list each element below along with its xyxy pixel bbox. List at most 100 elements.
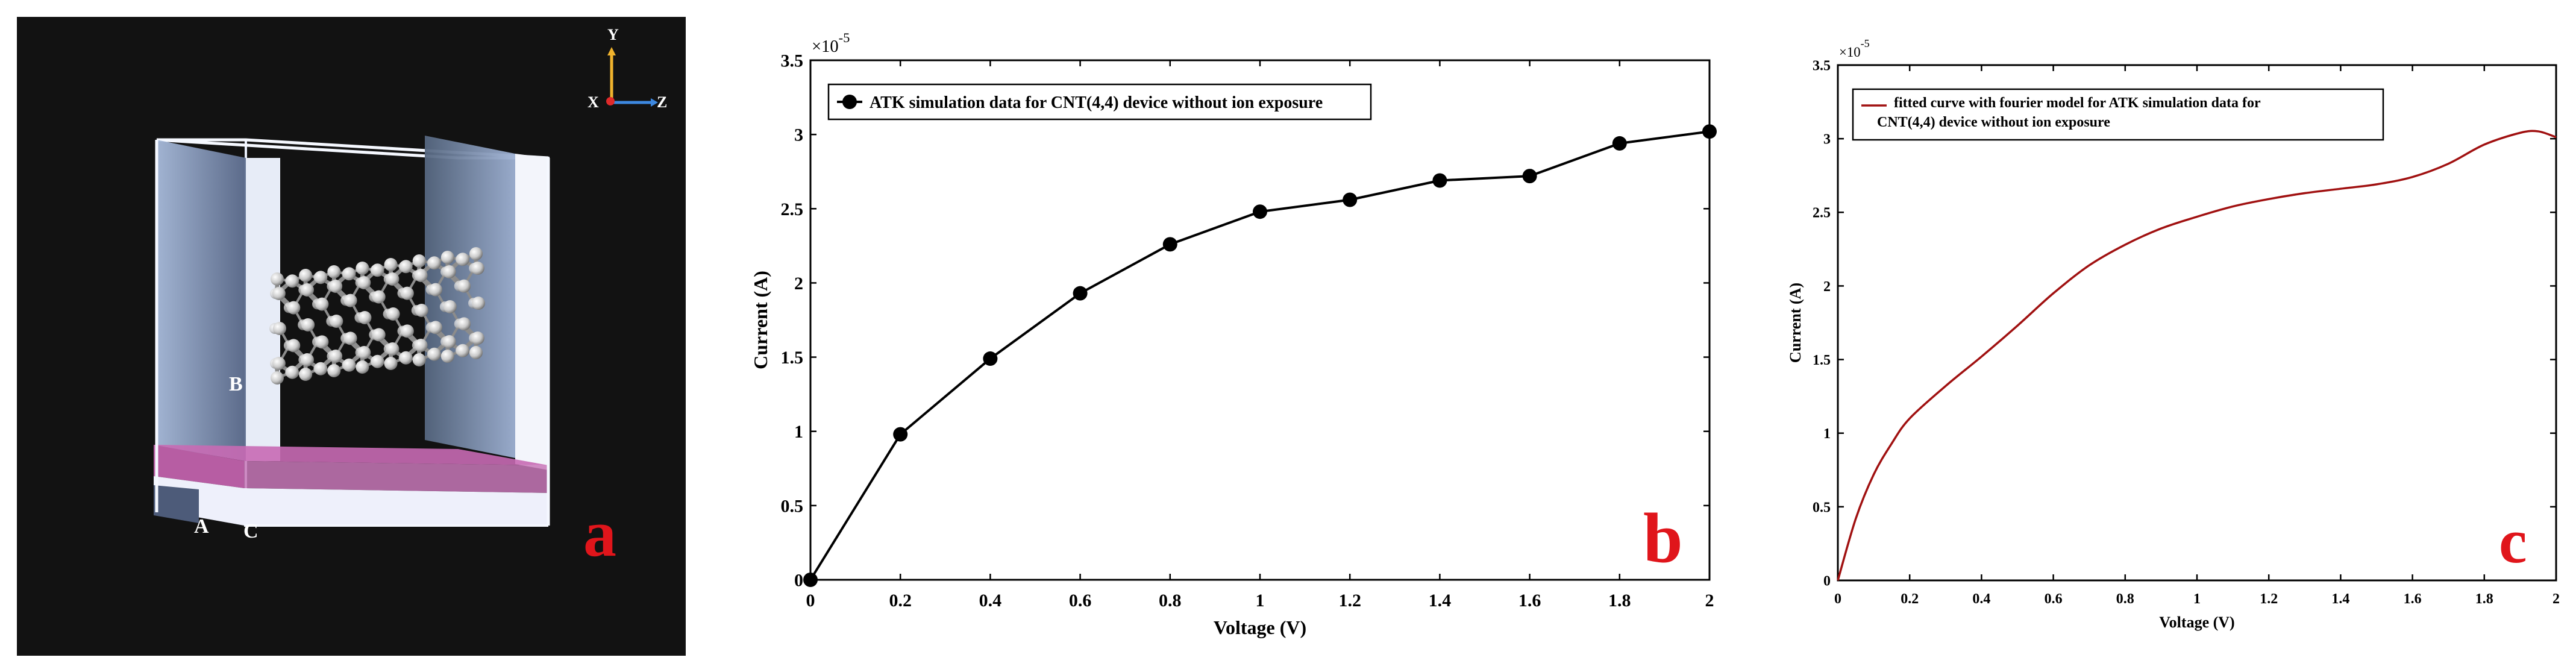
gate-left-block (154, 485, 199, 523)
y-tick-label: 2 (794, 274, 803, 294)
axis-label-z: Z (657, 93, 667, 111)
cnt-atom (414, 338, 428, 352)
data-point (1702, 124, 1717, 139)
x-tick-label: 2 (1705, 591, 1714, 611)
cnt-atom (299, 368, 313, 381)
x-tick-label: 1.6 (1518, 591, 1541, 611)
y-scale-exponent: -5 (839, 30, 850, 45)
y-tick-label: 3.5 (781, 51, 804, 71)
plot-area (809, 59, 1711, 581)
cnt-atom (299, 269, 313, 282)
x-axis-label: Voltage (V) (2159, 614, 2234, 631)
cnt-atom (287, 301, 301, 315)
cnt-atom (300, 283, 314, 297)
region-label-b: B (229, 373, 243, 395)
x-tick-label: 0 (806, 591, 815, 611)
region-label-a: A (194, 515, 209, 538)
x-tick-label: 2 (2552, 591, 2560, 607)
cnt-atom (329, 280, 343, 294)
cnt-atom (412, 353, 426, 366)
cnt-atom (371, 354, 384, 368)
cnt-atom (343, 294, 357, 307)
y-scale-exponent: -5 (1861, 37, 1870, 49)
simulation-box (154, 136, 550, 527)
cnt-atom (343, 331, 357, 345)
y-tick-label: 0 (1823, 573, 1831, 589)
cnt-atom (286, 365, 299, 379)
cnt-atom (357, 345, 371, 359)
panel-c-fitted-chart: 0 0.2 0.4 0.6 0.8 1 1.2 1.4 1.6 1.8 2 0 0.5 1 1.5 2 2.5 3… (1787, 37, 2560, 631)
y-tick-label: 2.5 (1813, 206, 1831, 221)
y-tick-label: 1.5 (1813, 353, 1831, 368)
legend-text-line: fitted curve with fourier model for ATK … (1894, 95, 2261, 111)
y-tick-label: 2.5 (781, 199, 804, 219)
x-tick-label: 0.4 (979, 591, 1002, 611)
data-point (1612, 136, 1627, 151)
data-point (1522, 169, 1537, 184)
cnt-atom (427, 256, 441, 270)
cnt-atom (372, 328, 386, 342)
panel-a-device-model: Y X Z B (17, 17, 686, 656)
region-label-c: C (243, 520, 259, 542)
cnt-atom (428, 321, 442, 334)
y-tick-label: 0.5 (781, 496, 804, 516)
cnt-atom (384, 357, 398, 370)
cnt-atom (372, 290, 386, 304)
cnt-atom (314, 362, 328, 375)
cnt-atom (271, 371, 284, 385)
cnt-atom (412, 254, 426, 268)
cnt-atom (428, 283, 442, 297)
cnt-atom (327, 364, 341, 377)
x-tick-label: 1.6 (2404, 591, 2422, 607)
cnt-atom (356, 262, 369, 275)
cnt-atom (315, 335, 329, 349)
data-point (803, 573, 818, 587)
cnt-atom (427, 347, 441, 361)
cnt-atom (414, 269, 428, 283)
y-tick-label: 1.5 (781, 348, 804, 368)
cnt-atom (301, 318, 315, 331)
data-point (1253, 204, 1267, 219)
y-tick-label: 3 (794, 125, 803, 145)
x-tick-label: 0.6 (2045, 591, 2063, 607)
y-tick-label: 0.5 (1813, 500, 1831, 515)
cnt-atom (400, 286, 414, 300)
cnt-atom (440, 350, 454, 363)
cnt-atom (400, 324, 414, 338)
left-electrode (157, 140, 246, 461)
cnt-atom (329, 349, 343, 363)
cnt-atom (330, 315, 343, 328)
cnt-atom (469, 346, 483, 359)
cnt-atom (456, 253, 469, 266)
gate-slab (154, 476, 548, 526)
cnt-atom (386, 307, 400, 321)
cnt-atom (457, 317, 471, 331)
panel-label: b (1643, 498, 1683, 577)
x-tick-label: 0.8 (1159, 591, 1182, 611)
y-axis-label: Current (A) (750, 271, 771, 369)
data-point (1343, 192, 1358, 207)
x-tick-label: 1.8 (1608, 591, 1631, 611)
x-tick-label: 0.2 (889, 591, 912, 611)
cnt-atom (399, 351, 413, 365)
legend-swatch-marker (842, 95, 857, 109)
x-tick-label: 1 (2193, 591, 2201, 607)
x-tick-label: 1 (1256, 591, 1265, 611)
panel-label-a: a (583, 497, 616, 570)
right-electrode-edge (515, 154, 548, 470)
x-tick-label: 1.2 (2260, 591, 2278, 607)
panel-label: c (2499, 506, 2527, 576)
cnt-atom (386, 342, 400, 356)
cnt-atom (357, 276, 371, 290)
y-scale-base: ×10 (1839, 45, 1861, 60)
cnt-atom (456, 344, 469, 357)
axis-label-y: Y (607, 26, 619, 43)
cnt-atom (286, 274, 299, 288)
cnt-atom (442, 334, 456, 348)
cnt-atom (356, 360, 369, 374)
x-axis-label: Voltage (V) (1214, 617, 1306, 638)
cnt-atom (342, 267, 356, 281)
cnt-atom (471, 331, 484, 345)
substrate-front (244, 461, 548, 493)
